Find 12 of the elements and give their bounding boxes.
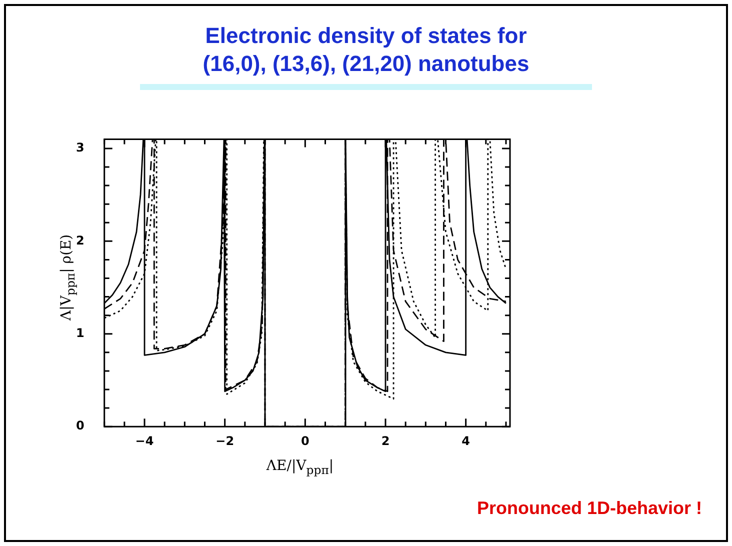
x-tick-label: 0 bbox=[300, 434, 310, 448]
y-tick-label: 1 bbox=[76, 326, 84, 340]
y-tick-label: 2 bbox=[76, 233, 84, 248]
x-tick-label: 2 bbox=[381, 434, 390, 448]
x-axis-title: ΛE/|V$_{ppπ}$| bbox=[265, 458, 335, 477]
y-tick-label: 0 bbox=[76, 418, 84, 433]
x-tick-label: 4 bbox=[462, 434, 470, 448]
x-tick-label: −4 bbox=[135, 434, 154, 448]
text: Pronounced 1D-behavior ! bbox=[476, 498, 702, 519]
x-tick-label: −2 bbox=[216, 434, 234, 448]
y-tick-label: 3 bbox=[76, 140, 84, 155]
chart-title: Electronic density of states for (16,0), (13,6), (21,20) nanotubes bbox=[140, 22, 592, 90]
